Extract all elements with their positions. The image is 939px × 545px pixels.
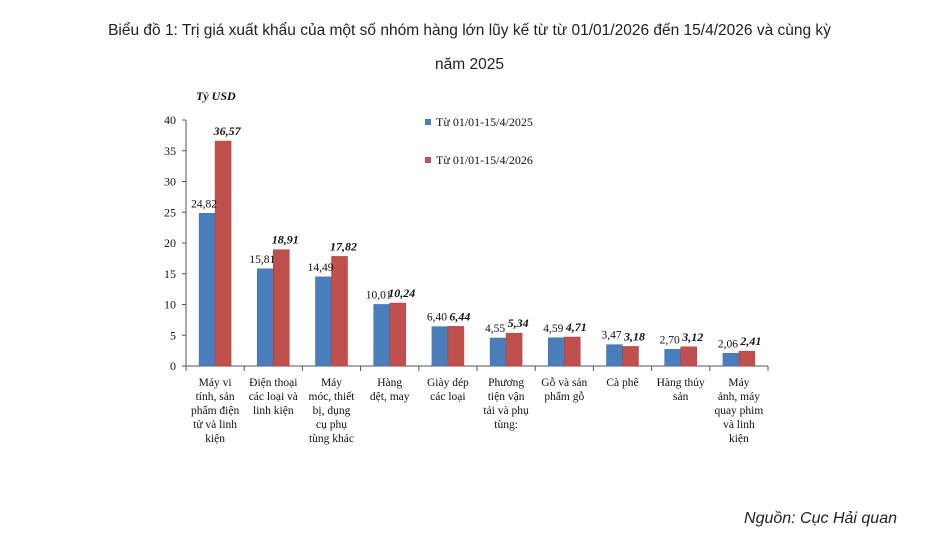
legend-label-2026: Từ 01/01-15/4/2026 [436, 153, 533, 167]
category-label: Máy vi tính, sản phẩm điện tử và linh kiện [191, 377, 239, 445]
category-label: Máy móc, thiết bị, dụng cụ phụ tùng khác [309, 377, 356, 445]
source-note: Nguồn: Cục Hải quan [744, 510, 897, 527]
bar-2026 [680, 346, 697, 367]
chart-title: Biểu đồ 1: Trị giá xuất khẩu của một số … [0, 14, 939, 82]
data-label-2026: 3,18 [623, 329, 645, 343]
y-tick-label: 15 [164, 267, 176, 281]
category-label: Điện thoại các loại và linh kiện [249, 377, 298, 417]
y-tick-label: 10 [164, 298, 176, 312]
bar-2025 [315, 276, 332, 367]
data-label-2025: 2,06 [718, 338, 738, 350]
category-label: Giày dép các loại [427, 377, 469, 403]
data-label-2026: 17,82 [330, 239, 357, 253]
data-label-2025: 14,49 [308, 262, 334, 274]
bar-2025 [198, 213, 216, 367]
legend-label-2025: Từ 01/01-15/4/2025 [436, 115, 533, 129]
y-tick-label: 40 [164, 113, 176, 127]
data-label-2026: 18,91 [272, 233, 299, 247]
chart-title-line2: năm 2025 [435, 56, 504, 73]
bar-2026 [273, 249, 290, 367]
data-label-2026: 5,34 [508, 316, 529, 330]
category-label: Máy ảnh, máy quay phim và linh kiện [714, 377, 763, 445]
bar-2025 [489, 337, 507, 367]
data-label-2025: 6,40 [427, 312, 447, 324]
bar-2025 [606, 344, 623, 367]
legend-swatch-2025 [425, 119, 431, 125]
chart-title-line1: Biểu đồ 1: Trị giá xuất khẩu của một số … [108, 22, 831, 39]
bar-2025 [431, 326, 449, 367]
data-label-2025: 15,81 [249, 254, 275, 266]
data-label-2025: 2,70 [660, 334, 680, 346]
bar-2025 [373, 304, 390, 367]
data-label-2025: 3,47 [601, 330, 621, 342]
y-tick-label: 25 [164, 205, 176, 219]
bar-2026 [564, 336, 581, 367]
bar-2026 [331, 256, 348, 367]
bar-2025 [257, 268, 274, 367]
data-label-2026: 3,12 [681, 330, 703, 344]
bar-2026 [214, 140, 232, 367]
data-label-2025: 10,01 [366, 289, 392, 301]
category-label: Cà phê [606, 377, 638, 389]
category-label: Hàng thủy sản [657, 377, 705, 403]
category-label: Gỗ và sản phẩm gỗ [541, 376, 587, 403]
y-tick-label: 5 [170, 328, 176, 342]
data-label-2026: 2,41 [739, 334, 761, 348]
data-label-2025: 4,59 [543, 323, 563, 335]
bar-2026 [622, 346, 639, 367]
y-tick-label: 35 [164, 144, 176, 158]
data-label-2026: 4,71 [565, 320, 587, 334]
bar-2025 [722, 353, 740, 367]
data-label-2025: 4,55 [485, 323, 505, 335]
bar-2025 [548, 337, 565, 367]
bar-2026 [389, 302, 406, 367]
category-label: Phương tiện vận tải và phụ tùng: [483, 377, 529, 431]
data-label-2026: 36,57 [213, 124, 242, 138]
data-label-2025: 24,82 [191, 198, 217, 210]
y-tick-label: 20 [164, 236, 176, 250]
y-axis-unit: Tỷ USD [196, 89, 236, 103]
category-label: Hàng dệt, may [370, 377, 410, 403]
bar-2025 [664, 349, 681, 367]
bar-2026 [505, 332, 523, 367]
bar-2026 [738, 350, 756, 367]
bar-2026 [447, 326, 465, 367]
y-tick-label: 30 [164, 175, 176, 189]
legend-swatch-2026 [425, 157, 431, 163]
data-label-2026: 6,44 [449, 309, 470, 323]
data-label-2026: 10,24 [388, 286, 415, 300]
y-tick-label: 0 [170, 359, 176, 373]
